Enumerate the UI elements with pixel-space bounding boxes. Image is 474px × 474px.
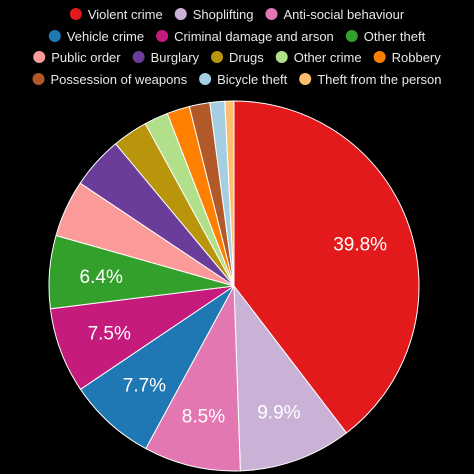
legend-swatch-public-order bbox=[33, 51, 46, 63]
legend-item-public-order: Public order bbox=[33, 50, 121, 65]
legend-item-violent-crime: Violent crime bbox=[69, 7, 163, 22]
legend-item-theft-from-the-person: Theft from the person bbox=[299, 72, 441, 87]
slice-label-anti-social-behaviour: 8.5% bbox=[182, 407, 225, 428]
legend-item-robbery: Robbery bbox=[373, 50, 442, 65]
legend-item-drugs: Drugs bbox=[211, 50, 264, 65]
legend-label-violent-crime: Violent crime bbox=[88, 7, 163, 22]
legend-swatch-theft-from-the-person bbox=[299, 73, 312, 85]
slice-label-shoplifting: 9.9% bbox=[257, 402, 300, 423]
legend-label-burglary: Burglary bbox=[151, 50, 200, 65]
slice-label-other-theft: 6.4% bbox=[80, 267, 123, 288]
legend-swatch-possession-of-weapons bbox=[32, 73, 45, 85]
legend-item-vehicle-crime: Vehicle crime bbox=[48, 29, 144, 44]
legend-swatch-other-crime bbox=[275, 51, 288, 63]
legend-label-theft-from-the-person: Theft from the person bbox=[317, 72, 441, 87]
legend-label-robbery: Robbery bbox=[392, 50, 442, 65]
legend-swatch-violent-crime bbox=[69, 8, 82, 20]
legend-item-possession-of-weapons: Possession of weapons bbox=[32, 72, 188, 87]
pie bbox=[48, 100, 420, 472]
legend-swatch-robbery bbox=[373, 51, 386, 63]
legend-label-possession-of-weapons: Possession of weapons bbox=[51, 72, 188, 87]
legend-label-shoplifting: Shoplifting bbox=[193, 7, 254, 22]
slice-label-violent-crime: 39.8% bbox=[333, 234, 387, 255]
legend-item-criminal-damage-and-arson: Criminal damage and arson bbox=[156, 29, 334, 44]
legend-swatch-burglary bbox=[132, 51, 145, 63]
legend-label-vehicle-crime: Vehicle crime bbox=[67, 29, 144, 44]
legend-item-other-theft: Other theft bbox=[345, 29, 426, 44]
legend-swatch-bicycle-theft bbox=[199, 73, 212, 85]
legend-item-other-crime: Other crime bbox=[275, 50, 362, 65]
legend-label-other-crime: Other crime bbox=[294, 50, 362, 65]
legend-swatch-other-theft bbox=[345, 30, 358, 42]
legend-label-other-theft: Other theft bbox=[364, 29, 426, 44]
legend-item-shoplifting: Shoplifting bbox=[174, 7, 254, 22]
slice-labels: 39.8% 9.9% 8.5% 7.7% 7.5% 6.4% bbox=[80, 234, 388, 427]
legend-swatch-anti-social-behaviour bbox=[265, 8, 278, 20]
legend-label-bicycle-theft: Bicycle theft bbox=[217, 72, 287, 87]
slice-violent-crime bbox=[233, 100, 420, 434]
legend: Violent crime Shoplifting Anti-social beha… bbox=[32, 7, 442, 87]
slice-anti-social-behaviour bbox=[145, 284, 241, 472]
legend-swatch-drugs bbox=[211, 51, 224, 63]
legend-item-bicycle-theft: Bicycle theft bbox=[199, 72, 288, 87]
legend-label-criminal-damage-and-arson: Criminal damage and arson bbox=[174, 29, 334, 44]
slice-theft-from-the-person bbox=[224, 100, 235, 287]
legend-item-anti-social-behaviour: Anti-social behaviour bbox=[265, 7, 405, 22]
legend-item-burglary: Burglary bbox=[132, 50, 200, 65]
legend-label-drugs: Drugs bbox=[229, 50, 264, 65]
legend-swatch-criminal-damage-and-arson bbox=[156, 30, 169, 42]
legend-swatch-shoplifting bbox=[174, 8, 187, 20]
legend-label-public-order: Public order bbox=[51, 50, 121, 65]
slice-shoplifting bbox=[233, 284, 348, 472]
slice-label-criminal-damage-and-arson: 7.5% bbox=[88, 324, 131, 345]
slice-label-vehicle-crime: 7.7% bbox=[123, 376, 166, 397]
legend-swatch-vehicle-crime bbox=[48, 30, 61, 42]
legend-label-anti-social-behaviour: Anti-social behaviour bbox=[283, 7, 404, 22]
